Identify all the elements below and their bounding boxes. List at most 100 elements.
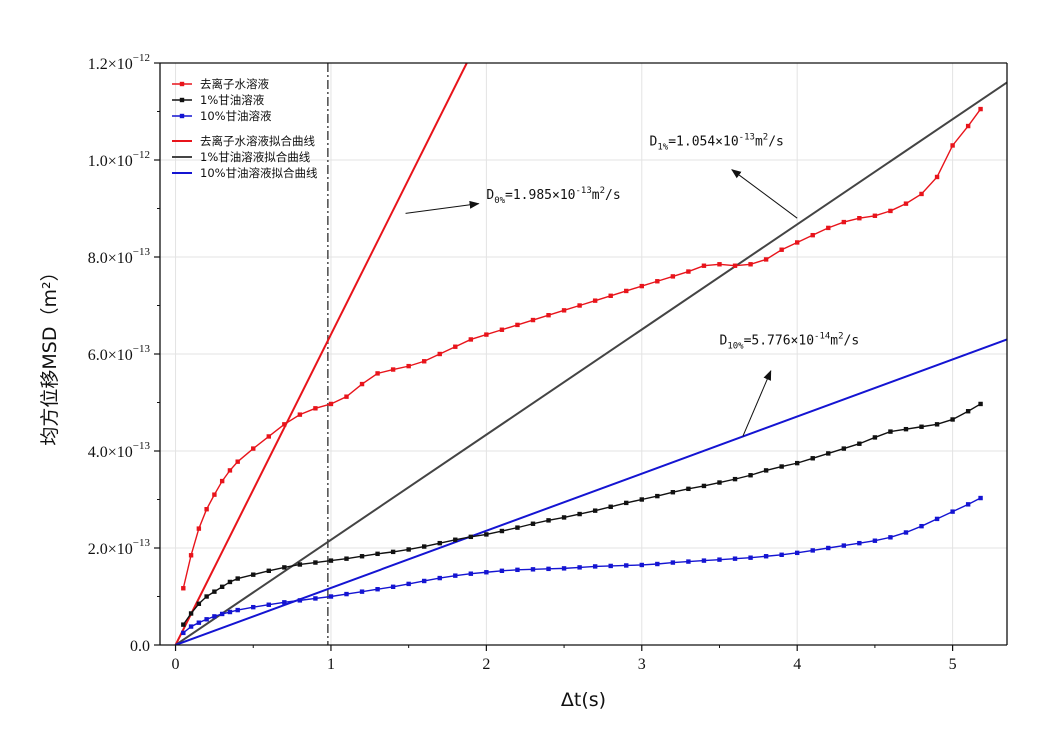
data-point (919, 424, 924, 429)
data-point (965, 409, 971, 414)
data-point (453, 344, 458, 349)
data-point (181, 622, 186, 627)
data-point (841, 543, 847, 548)
data-point (577, 303, 582, 308)
data-point (227, 468, 233, 473)
data-point (655, 493, 660, 499)
data-point (903, 530, 909, 535)
data-point (181, 586, 186, 591)
data-point (422, 544, 427, 549)
data-point (251, 446, 256, 451)
data-point (546, 518, 551, 523)
x-tick-label: 0 (172, 656, 180, 673)
series-line (182, 497, 981, 634)
data-series (181, 106, 983, 636)
data-point (748, 262, 753, 267)
data-point (406, 581, 411, 587)
data-point (965, 123, 971, 129)
data-point (857, 540, 862, 546)
annotation-arrow (742, 370, 772, 437)
data-point (484, 532, 489, 537)
y-tick-label: 1.2×10−12 (88, 52, 150, 73)
data-point (219, 611, 225, 617)
data-point (499, 568, 505, 573)
data-point (732, 556, 738, 561)
data-point (359, 381, 365, 387)
data-point (779, 552, 784, 557)
data-point (546, 313, 551, 318)
data-point (561, 308, 567, 313)
data-point (686, 269, 691, 274)
data-point (235, 607, 240, 613)
data-point (188, 624, 194, 629)
legend-entry-label: 10%甘油溶液拟合曲线 (200, 166, 318, 180)
data-point (328, 558, 334, 563)
data-point (212, 492, 217, 497)
data-point (468, 571, 474, 576)
data-point (903, 426, 909, 432)
x-tick-label: 3 (638, 656, 646, 673)
y-tick-label: 8.0×10−13 (88, 246, 151, 267)
data-point (732, 476, 738, 482)
data-point (344, 394, 349, 399)
fit-line (174, 81, 1007, 645)
data-point (530, 567, 536, 572)
data-point (359, 589, 365, 594)
data-point (266, 434, 271, 439)
data-point (196, 526, 202, 531)
data-point (701, 483, 707, 489)
data-point (872, 435, 878, 440)
series-line (182, 108, 982, 589)
y-tick-label: 2.0×10−13 (88, 537, 151, 558)
data-point (978, 106, 983, 112)
data-point (592, 298, 598, 303)
data-point (468, 337, 474, 342)
data-point (794, 460, 800, 466)
data-point (965, 502, 971, 507)
data-point (919, 523, 924, 529)
data-point (375, 371, 380, 376)
data-point (826, 225, 831, 231)
data-point (794, 240, 800, 245)
data-point (577, 565, 582, 570)
data-point (251, 572, 256, 577)
data-point (717, 557, 722, 562)
data-point (857, 441, 862, 446)
data-point (297, 598, 303, 603)
annotation-label: D10%=5.776×10-14m2/s (719, 331, 859, 351)
legend-marker (179, 81, 185, 87)
x-tick-label: 1 (327, 656, 335, 673)
data-point (235, 459, 240, 464)
data-point (530, 317, 536, 323)
data-point (934, 516, 940, 522)
annotation-arrow (405, 200, 480, 214)
data-point (639, 562, 644, 568)
data-point (251, 604, 256, 610)
data-point (204, 617, 209, 622)
data-point (282, 565, 287, 570)
data-point (437, 575, 442, 581)
data-point (701, 558, 707, 563)
data-point (515, 322, 520, 328)
data-point (748, 473, 753, 478)
data-point (934, 174, 940, 180)
data-point (950, 417, 955, 422)
annotation-label: D0%=1.985×10-13m2/s (486, 186, 620, 206)
data-point (515, 525, 520, 530)
y-tick-label: 0.0 (130, 638, 150, 655)
data-point (639, 283, 644, 289)
data-point (826, 451, 831, 456)
data-point (437, 540, 442, 546)
data-point (188, 611, 194, 616)
data-point (530, 521, 536, 526)
data-point (950, 143, 955, 148)
y-tick-label: 6.0×10−13 (88, 343, 151, 364)
data-point (592, 564, 598, 569)
data-point (561, 515, 567, 520)
data-point (872, 538, 878, 543)
data-point (888, 208, 893, 214)
data-point (841, 446, 847, 451)
data-point (468, 534, 474, 540)
data-point (608, 563, 613, 569)
data-point (592, 508, 598, 513)
